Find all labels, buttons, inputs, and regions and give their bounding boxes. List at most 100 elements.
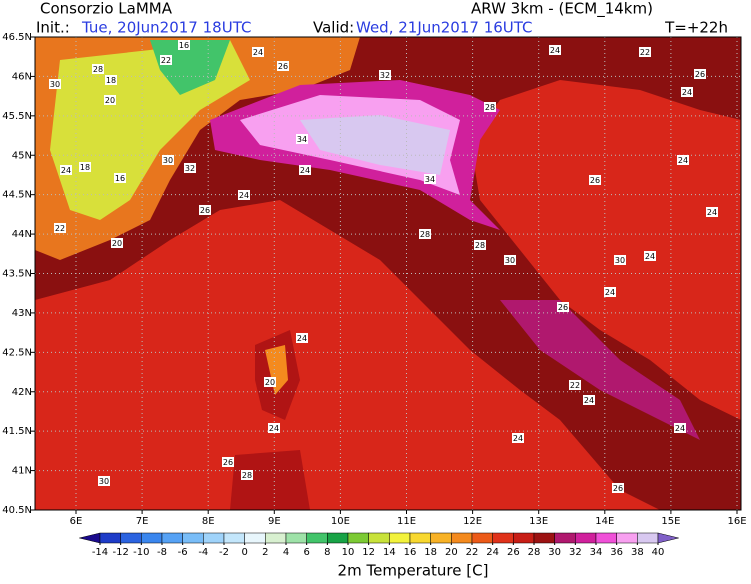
point-label: 30: [615, 256, 625, 265]
label-box: [104, 95, 116, 105]
colorbar-label: -2: [219, 547, 229, 558]
point-label: 24: [513, 434, 523, 443]
point-label: 24: [584, 396, 594, 405]
colorbar-bin: [554, 532, 576, 544]
colorbar-bin: [244, 532, 266, 544]
colorbar-label: 34: [590, 547, 603, 558]
point-label: 24: [675, 424, 685, 433]
lat-label: 41N: [12, 466, 32, 477]
label-box: [549, 45, 561, 55]
colorbar-label: 12: [362, 547, 375, 558]
label-box: [569, 380, 581, 390]
point-label: 28: [485, 103, 495, 112]
point-label: 26: [613, 484, 623, 493]
label-box: [264, 377, 276, 387]
point-label: 34: [297, 135, 307, 144]
colorbar-bin: [409, 532, 431, 544]
label-box: [79, 162, 91, 172]
label-box: [681, 87, 693, 97]
point-label: 30: [50, 80, 60, 89]
lon-label: 7E: [136, 516, 149, 527]
lat-label: 43N: [12, 308, 32, 319]
colorbar-bin: [347, 532, 369, 544]
colorbar-label: -6: [178, 547, 188, 558]
lon-label: 14E: [595, 516, 614, 527]
label-box: [60, 165, 72, 175]
colorbar-bin: [306, 532, 328, 544]
label-box: [424, 174, 436, 184]
point-label: 26: [558, 303, 568, 312]
label-box: [644, 251, 656, 261]
point-label: 30: [99, 477, 109, 486]
colorbar-label: 16: [404, 547, 417, 558]
point-label: 22: [161, 56, 171, 65]
colorbar-bin: [389, 532, 411, 544]
label-box: [706, 207, 718, 217]
colorbar-label: 10: [342, 547, 355, 558]
colorbar-label: 14: [383, 547, 396, 558]
point-label: 22: [55, 224, 65, 233]
colorbar-label: 20: [445, 547, 458, 558]
point-label: 28: [242, 471, 252, 480]
label-box: [299, 165, 311, 175]
colorbar-bin: [203, 532, 225, 544]
graticule: [35, 37, 741, 510]
point-label: 32: [185, 164, 195, 173]
colorbar-bin: [368, 532, 390, 544]
colorbar-bin: [513, 532, 535, 544]
label-box: [639, 47, 651, 57]
label-box: [105, 75, 117, 85]
lon-label: 12E: [463, 516, 482, 527]
point-label: 34: [425, 175, 435, 184]
colorbar-label: -8: [157, 547, 167, 558]
label-box: [241, 470, 253, 480]
colorbar-bin: [595, 532, 617, 544]
label-box: [92, 64, 104, 74]
colorbar-label: 26: [507, 547, 520, 558]
label-box: [98, 476, 110, 486]
colorbar-label: 4: [283, 547, 289, 558]
colorbar-bin: [451, 532, 473, 544]
colorbar-bin: [430, 532, 452, 544]
colorbar-label: 22: [466, 547, 479, 558]
label-box: [178, 40, 190, 50]
colorbar-bin: [223, 532, 245, 544]
colorbar-label: 36: [610, 547, 623, 558]
label-box: [614, 255, 626, 265]
point-label: 26: [695, 70, 705, 79]
colorbar-label: 28: [528, 547, 541, 558]
label-box: [379, 70, 391, 80]
init-time: Tue, 20Jun2017 18UTC: [81, 19, 251, 37]
colorbar-cap: [79, 532, 101, 544]
point-label: 28: [93, 65, 103, 74]
colorbar-title: 2m Temperature [C]: [338, 562, 489, 580]
point-label: 20: [105, 96, 115, 105]
colorbar-cap: [657, 532, 679, 544]
point-label: 26: [223, 458, 233, 467]
lon-label: 10E: [331, 516, 350, 527]
point-label: 24: [550, 46, 560, 55]
point-label: 24: [605, 288, 615, 297]
org-name: Consorzio LaMMA: [40, 0, 173, 18]
colorbar-label: -14: [92, 547, 108, 558]
colorbar-bin: [141, 532, 163, 544]
colorbar-label: 38: [631, 547, 644, 558]
colorbar-bin: [533, 532, 555, 544]
label-box: [162, 155, 174, 165]
colorbar-bin: [265, 532, 287, 544]
colorbar-label: 32: [569, 547, 582, 558]
lon-label: 8E: [202, 516, 215, 527]
label-box: [296, 333, 308, 343]
label-box: [419, 229, 431, 239]
point-label: 16: [115, 174, 125, 183]
point-label: 18: [80, 163, 90, 172]
label-box: [160, 55, 172, 65]
label-box: [674, 423, 686, 433]
lon-label: 11E: [397, 516, 416, 527]
colorbar-label: 8: [324, 547, 330, 558]
point-label: 26: [278, 62, 288, 71]
point-label: 24: [678, 156, 688, 165]
point-label: 18: [106, 76, 116, 85]
colorbar-bin: [471, 532, 493, 544]
